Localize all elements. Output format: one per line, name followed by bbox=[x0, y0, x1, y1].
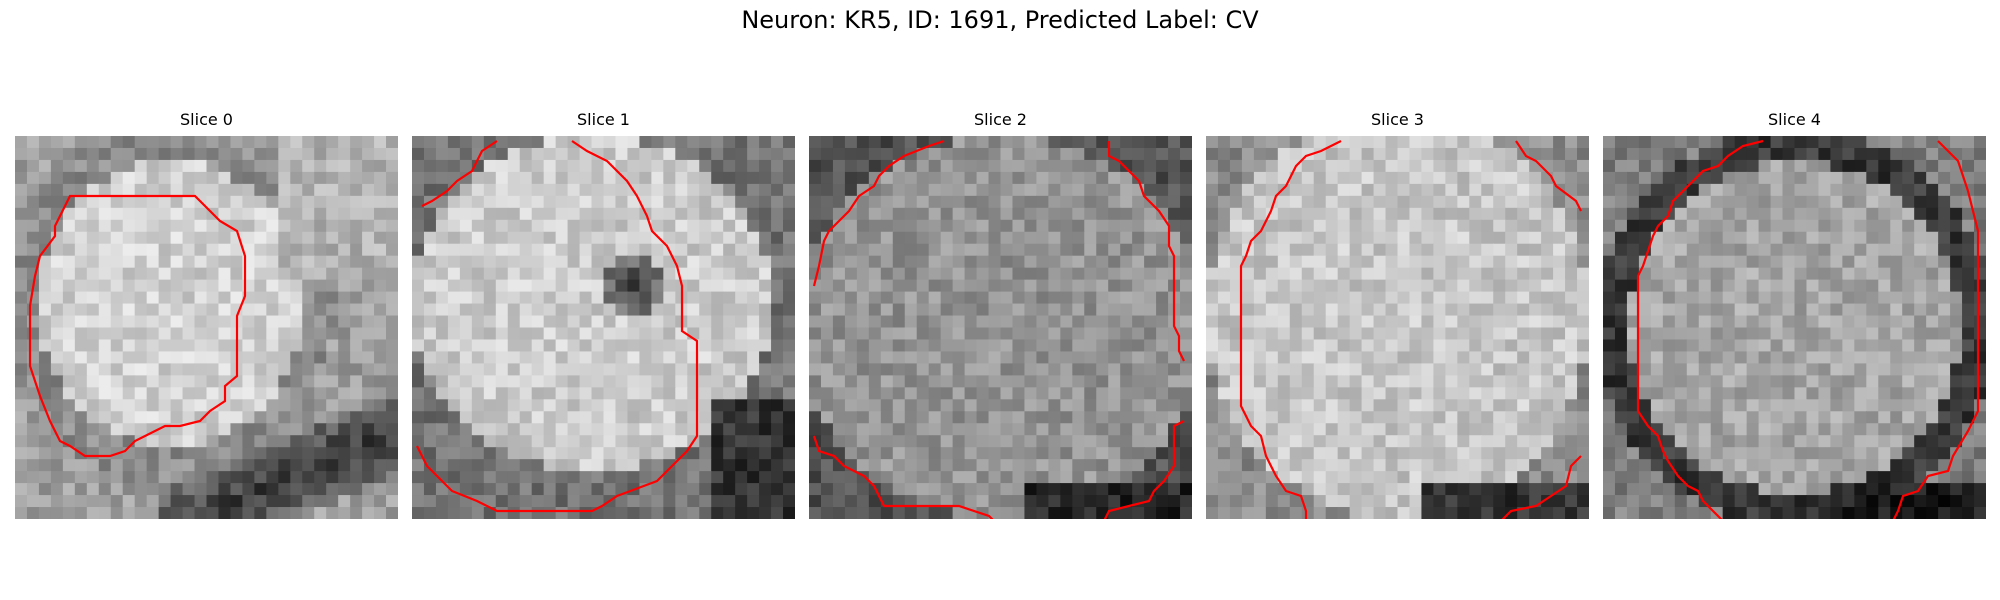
slice-panel-3: Slice 3 bbox=[1206, 108, 1589, 519]
slice-title-2: Slice 2 bbox=[974, 110, 1027, 129]
slice-panel-2: Slice 2 bbox=[809, 108, 1192, 519]
slice-panel-0: Slice 0 bbox=[15, 108, 398, 519]
slice-panel-4: Slice 4 bbox=[1603, 108, 1986, 519]
slice-image-4 bbox=[1603, 136, 1986, 519]
slice-title-4: Slice 4 bbox=[1768, 110, 1821, 129]
slice-image-1 bbox=[412, 136, 795, 519]
slice-title-3: Slice 3 bbox=[1371, 110, 1424, 129]
slice-image-0 bbox=[15, 136, 398, 519]
slice-title-1: Slice 1 bbox=[577, 110, 630, 129]
slice-image-3 bbox=[1206, 136, 1589, 519]
slice-title-0: Slice 0 bbox=[180, 110, 233, 129]
segmentation-contour bbox=[416, 140, 699, 513]
segmentation-contour bbox=[1239, 140, 1582, 519]
figure-title: Neuron: KR5, ID: 1691, Predicted Label: … bbox=[741, 6, 1259, 34]
slice-panel-1: Slice 1 bbox=[412, 108, 795, 519]
segmentation-contour bbox=[812, 139, 1185, 519]
segmentation-contour bbox=[1636, 139, 1980, 519]
segmentation-contour bbox=[28, 194, 247, 458]
slice-image-2 bbox=[809, 136, 1192, 519]
